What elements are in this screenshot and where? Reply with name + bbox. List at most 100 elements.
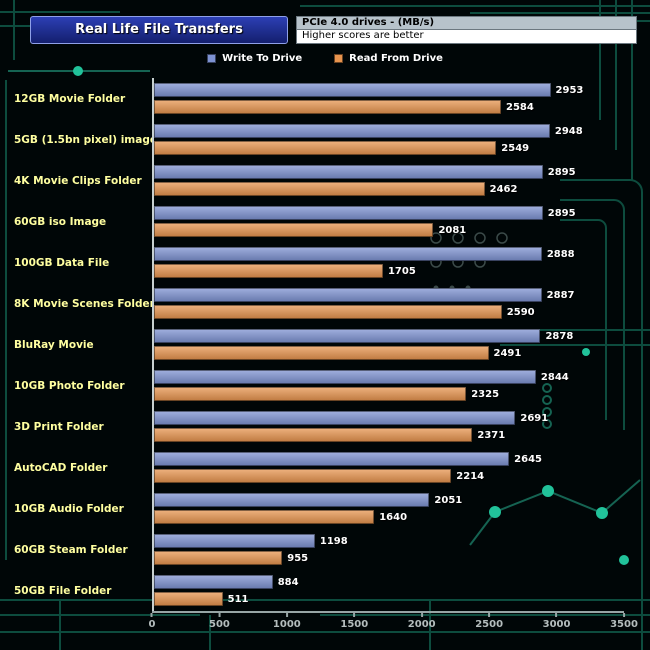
legend: Write To Drive Read From Drive <box>0 53 650 64</box>
subtitle-box: PCIe 4.0 drives - (MB/s) Higher scores a… <box>296 16 637 44</box>
bar-value-label: 2888 <box>546 248 575 260</box>
bar-line: 2888 <box>154 247 624 261</box>
bar-value-label: 2953 <box>555 84 584 96</box>
category-label: 5GB (1.5bn pixel) image <box>14 133 152 146</box>
bar-read <box>154 182 485 196</box>
x-tick-label: 2000 <box>407 619 436 630</box>
bar-line: 2895 <box>154 206 624 220</box>
bar-line: 2691 <box>154 411 624 425</box>
bar-write <box>154 411 516 425</box>
x-tick-label: 1000 <box>272 619 301 630</box>
x-tick-label: 3500 <box>610 619 638 630</box>
x-tick-label: 0 <box>148 619 156 630</box>
bar-pair: 2691 2371 <box>152 406 624 447</box>
bar-value-label: 2325 <box>471 388 500 400</box>
bar-read <box>154 305 502 319</box>
bar-line: 2325 <box>154 387 624 401</box>
category-label: 10GB Photo Folder <box>14 379 125 392</box>
x-tick: 1000 <box>273 613 301 630</box>
x-tick: 1500 <box>340 613 368 630</box>
bar-write <box>154 206 543 220</box>
x-tick-mark <box>420 613 423 617</box>
bar-value-label: 2895 <box>547 207 576 219</box>
bar-write <box>154 534 315 548</box>
bar-line: 955 <box>154 551 624 565</box>
category-label: 12GB Movie Folder <box>14 92 126 105</box>
bar-read <box>154 223 434 237</box>
chart-title: Real Life File Transfers <box>30 16 288 44</box>
bar-value-label: 1198 <box>319 535 348 547</box>
bar-value-label: 2214 <box>456 470 485 482</box>
x-tick-label: 3000 <box>542 619 571 630</box>
bar-line: 2948 <box>154 124 624 138</box>
bar-value-label: 1640 <box>379 511 408 523</box>
category-label: AutoCAD Folder <box>14 461 108 474</box>
bar-pair: 2844 2325 <box>152 365 624 406</box>
bar-value-label: 511 <box>227 593 249 605</box>
bar-line: 2051 <box>154 493 624 507</box>
bar-read <box>154 100 501 114</box>
category-label: 100GB Data File <box>14 256 110 269</box>
bar-value-label: 2645 <box>514 453 543 465</box>
bar-value-label: 1705 <box>387 265 416 277</box>
bar-write <box>154 288 542 302</box>
legend-label: Write To Drive <box>222 53 303 64</box>
bar-value-label: 2887 <box>546 289 575 301</box>
legend-label: Read From Drive <box>349 53 443 64</box>
bar-read <box>154 387 467 401</box>
bar-value-label: 884 <box>277 576 299 588</box>
bar-line: 2214 <box>154 469 624 483</box>
bar-line: 2953 <box>154 83 624 97</box>
legend-swatch <box>334 54 344 63</box>
bar-line: 2590 <box>154 305 624 319</box>
bar-write <box>154 124 550 138</box>
x-tick-mark <box>623 613 625 617</box>
category-label: 8K Movie Scenes Folder <box>14 297 152 310</box>
bar-write <box>154 493 430 507</box>
bar-line: 2645 <box>154 452 624 466</box>
bar-value-label: 2878 <box>545 330 574 342</box>
category-label: 4K Movie Clips Folder <box>14 174 142 187</box>
bar-chart: 12GB Movie Folder 2953 2584 5GB (1.5bn pixe… <box>0 78 650 637</box>
bar-pair: 884 511 <box>152 570 624 611</box>
bar-value-label: 2081 <box>438 224 467 236</box>
x-tick-label: 2500 <box>475 619 504 630</box>
bar-write <box>154 165 543 179</box>
bar-pair: 2645 2214 <box>152 447 624 488</box>
bar-line: 1640 <box>154 510 624 524</box>
bar-read <box>154 264 383 278</box>
bar-write <box>154 452 510 466</box>
bar-write <box>154 247 542 261</box>
x-tick-mark <box>218 613 221 617</box>
bar-value-label: 2590 <box>506 306 535 318</box>
bar-line: 2491 <box>154 346 624 360</box>
bar-group: 12GB Movie Folder 2953 2584 <box>0 78 624 119</box>
bar-read <box>154 592 223 606</box>
bar-value-label: 2462 <box>489 183 518 195</box>
bar-read <box>154 141 497 155</box>
x-tick-label: 1500 <box>340 619 369 630</box>
x-tick: 3000 <box>542 613 571 630</box>
category-label: 50GB File Folder <box>14 584 112 597</box>
bar-pair: 2895 2081 <box>152 201 624 242</box>
bar-value-label: 2584 <box>505 101 534 113</box>
bar-group: 10GB Audio Folder 2051 1640 <box>0 488 624 529</box>
x-tick-label: 500 <box>208 619 230 630</box>
bar-value-label: 2691 <box>520 412 549 424</box>
bar-line: 2887 <box>154 288 624 302</box>
x-tick-mark <box>488 613 491 617</box>
bar-write <box>154 83 551 97</box>
chart-header: Real Life File Transfers PCIe 4.0 drives… <box>0 16 650 46</box>
bar-pair: 2878 2491 <box>152 324 624 365</box>
x-tick: 0 <box>148 613 156 630</box>
note-label: Higher scores are better <box>296 30 637 44</box>
bar-group: 10GB Photo Folder 2844 2325 <box>0 365 624 406</box>
bar-group: 5GB (1.5bn pixel) image 2948 2549 <box>0 119 624 160</box>
bar-line: 2584 <box>154 100 624 114</box>
bar-value-label: 2051 <box>434 494 463 506</box>
bar-pair: 2895 2462 <box>152 160 624 201</box>
category-label: 60GB iso Image <box>14 215 107 228</box>
legend-swatch <box>207 54 217 63</box>
bar-write <box>154 575 273 589</box>
